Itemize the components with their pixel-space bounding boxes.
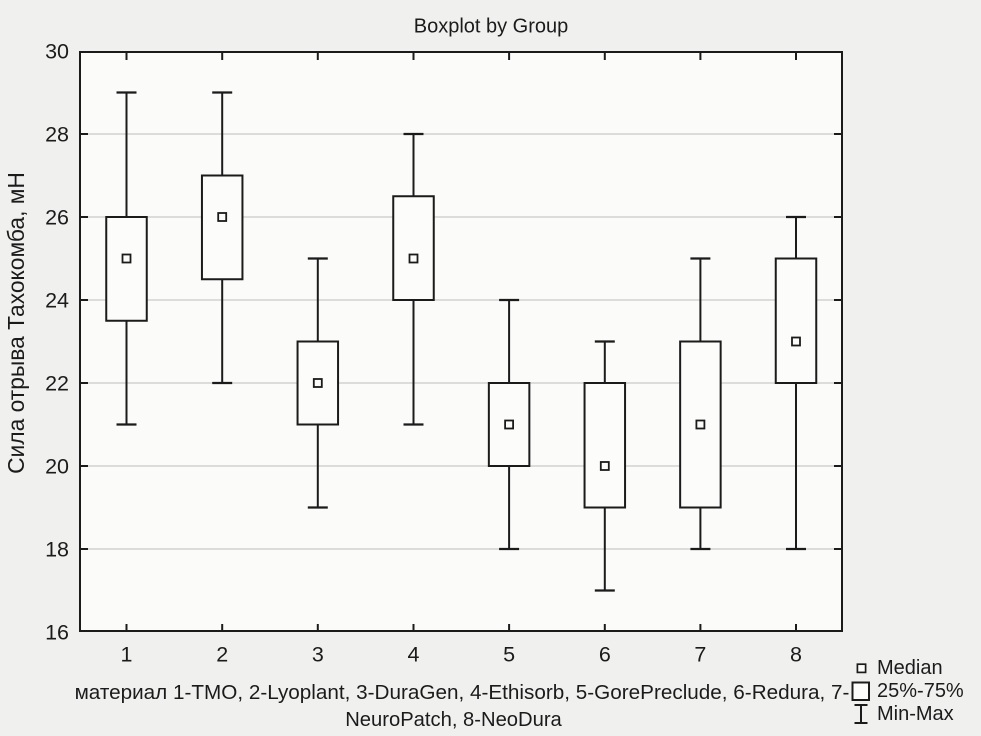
svg-text:18: 18 <box>45 538 69 562</box>
svg-text:24: 24 <box>45 289 69 313</box>
svg-text:6: 6 <box>599 643 611 667</box>
svg-text:28: 28 <box>45 123 69 147</box>
svg-text:5: 5 <box>503 643 515 667</box>
svg-text:7: 7 <box>694 643 706 667</box>
svg-text:NeuroPatch, 8-NeoDura: NeuroPatch, 8-NeoDura <box>345 709 562 731</box>
svg-text:2: 2 <box>216 643 228 667</box>
svg-text:Сила отрыва Тахокомба, мН: Сила отрыва Тахокомба, мН <box>3 172 29 474</box>
svg-text:22: 22 <box>45 372 69 396</box>
svg-text:30: 30 <box>45 40 69 64</box>
svg-text:Boxplot by Group: Boxplot by Group <box>414 16 569 38</box>
svg-text:25%-75%: 25%-75% <box>877 680 964 702</box>
svg-text:Median: Median <box>877 657 943 679</box>
svg-text:20: 20 <box>45 455 69 479</box>
svg-text:материал 1-ТМО, 2-Lyoplant, 3-: материал 1-ТМО, 2-Lyoplant, 3-DuraGen, 4… <box>75 681 850 704</box>
svg-text:3: 3 <box>312 643 324 667</box>
svg-text:16: 16 <box>45 621 69 645</box>
svg-text:Min-Max: Min-Max <box>877 703 954 725</box>
svg-text:4: 4 <box>408 643 420 667</box>
svg-text:26: 26 <box>45 206 69 230</box>
svg-text:1: 1 <box>121 643 133 667</box>
svg-text:8: 8 <box>790 643 802 667</box>
